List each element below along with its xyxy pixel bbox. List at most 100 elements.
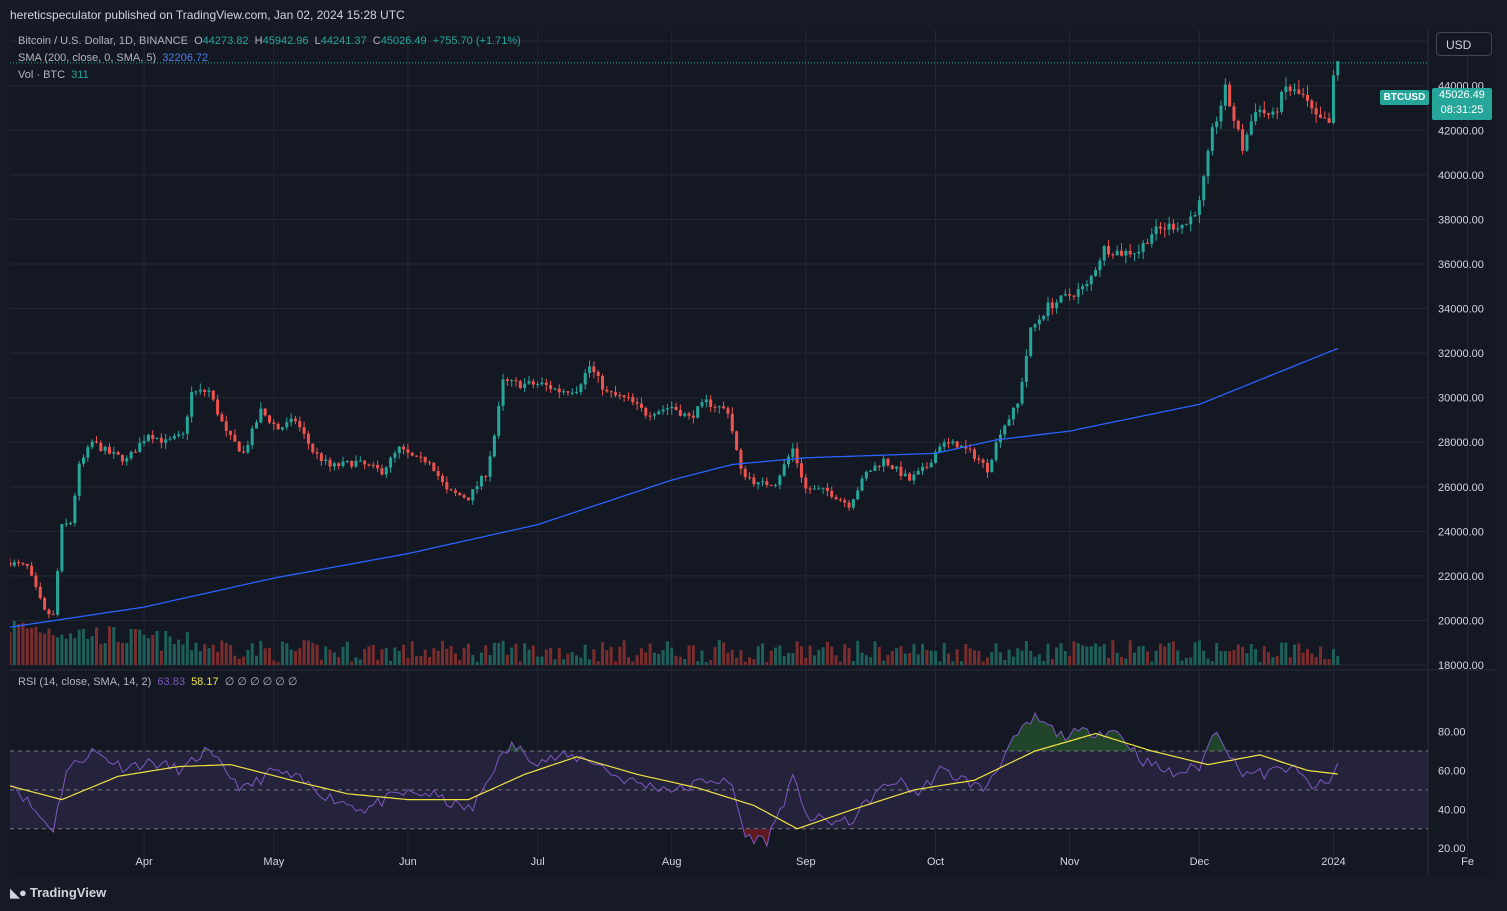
candle-body (1020, 381, 1024, 404)
volume-bar (332, 652, 336, 665)
candle-body (25, 563, 29, 566)
volume-bar (622, 640, 626, 665)
volume-bar (1323, 659, 1327, 665)
volume-bar (1284, 642, 1288, 665)
tradingview-logo[interactable]: ◣● TradingView (10, 885, 106, 901)
candle-body (306, 433, 310, 444)
candle-body (341, 461, 345, 466)
volume-bar (869, 657, 873, 665)
volume-bar (981, 661, 985, 665)
volume-bar (107, 626, 111, 665)
candle-body (298, 421, 302, 428)
volume-bar (895, 648, 899, 665)
candle-body (722, 406, 726, 409)
volume-bar (268, 647, 271, 665)
volume-bar (376, 659, 380, 665)
volume-bar (1033, 656, 1037, 665)
volume-bar (687, 645, 691, 665)
volume-bar (298, 648, 302, 665)
candle-body (337, 463, 341, 466)
volume-bar (929, 650, 933, 665)
candle-body (107, 446, 111, 454)
volume-bar (242, 656, 246, 665)
symbol-tag: BTCUSD (1380, 90, 1429, 105)
volume-bar (752, 659, 756, 665)
volume-bar (951, 661, 955, 665)
candle-body (1301, 93, 1305, 95)
volume-bar (56, 637, 60, 665)
volume-bar (1111, 640, 1115, 665)
candle-body (588, 366, 592, 373)
volume-bar (384, 648, 388, 665)
price-tick-label: 18000.00 (1438, 660, 1484, 672)
candle-body (138, 442, 142, 453)
candle-body (947, 442, 951, 444)
candle-body (1029, 327, 1033, 357)
volume-bar (367, 646, 371, 665)
volume-bar (393, 647, 397, 665)
candle-body (332, 463, 336, 467)
candle-body (514, 380, 518, 382)
volume-bar (1301, 652, 1305, 665)
volume-bar (302, 640, 306, 665)
volume-bar (410, 641, 414, 665)
candle-body (90, 441, 94, 448)
candle-body (804, 477, 808, 489)
volume-bar (964, 643, 968, 665)
volume-bar (743, 661, 747, 665)
candle-body (142, 440, 146, 443)
volume-bar (588, 659, 592, 665)
volume-bar (778, 645, 782, 665)
volume-bar (380, 649, 384, 665)
candle-body (1189, 216, 1193, 225)
candle-body (877, 465, 881, 467)
high-value: 45942.96 (262, 35, 309, 47)
candle-body (363, 460, 367, 465)
candle-body (1310, 100, 1314, 109)
candle-body (436, 471, 440, 476)
candle-body (190, 392, 194, 417)
candle-body (765, 481, 769, 485)
candle-body (1176, 228, 1180, 230)
volume-bar (769, 650, 773, 665)
volume-bar (1288, 657, 1292, 665)
volume-bar (856, 640, 860, 665)
candle-body (1081, 286, 1085, 290)
candle-body (276, 423, 280, 430)
candle-body (1150, 234, 1154, 244)
volume-bar (1029, 650, 1033, 665)
chart-svg[interactable]: 46000.0044000.0042000.0040000.0038000.00… (10, 30, 1495, 875)
volume-bar (315, 644, 319, 665)
candle-body (929, 462, 933, 468)
candle-body (99, 442, 103, 451)
chart-area[interactable]: 46000.0044000.0042000.0040000.0038000.00… (10, 30, 1495, 875)
price-tick-label: 40000.00 (1438, 170, 1484, 182)
rsi-ma-value: 58.17 (191, 676, 219, 688)
volume-bar (774, 647, 778, 665)
candle-body (895, 466, 899, 469)
candle-body (1046, 302, 1050, 316)
volume-bar (596, 661, 600, 665)
candle-body (916, 470, 920, 475)
time-tick-label: May (263, 856, 284, 868)
candle-body (1306, 94, 1309, 101)
volume-bar (194, 642, 198, 665)
volume-bar (73, 638, 77, 665)
volume-bar (704, 661, 708, 665)
volume-bar (1063, 650, 1067, 665)
volume-bars (10, 620, 1340, 665)
volume-bar (345, 641, 349, 665)
volume-bar (466, 643, 470, 665)
volume-bar (657, 653, 661, 665)
volume-bar (851, 661, 855, 665)
candle-body (856, 490, 860, 500)
candle-body (951, 441, 955, 444)
volume-bar (834, 655, 838, 665)
volume-bar (955, 649, 959, 665)
candle-body (1293, 89, 1297, 92)
volume-bar (730, 649, 734, 665)
currency-button[interactable]: USD (1436, 32, 1492, 56)
volume-bar (1171, 641, 1175, 665)
candle-body (181, 433, 185, 435)
candle-body (38, 586, 42, 599)
